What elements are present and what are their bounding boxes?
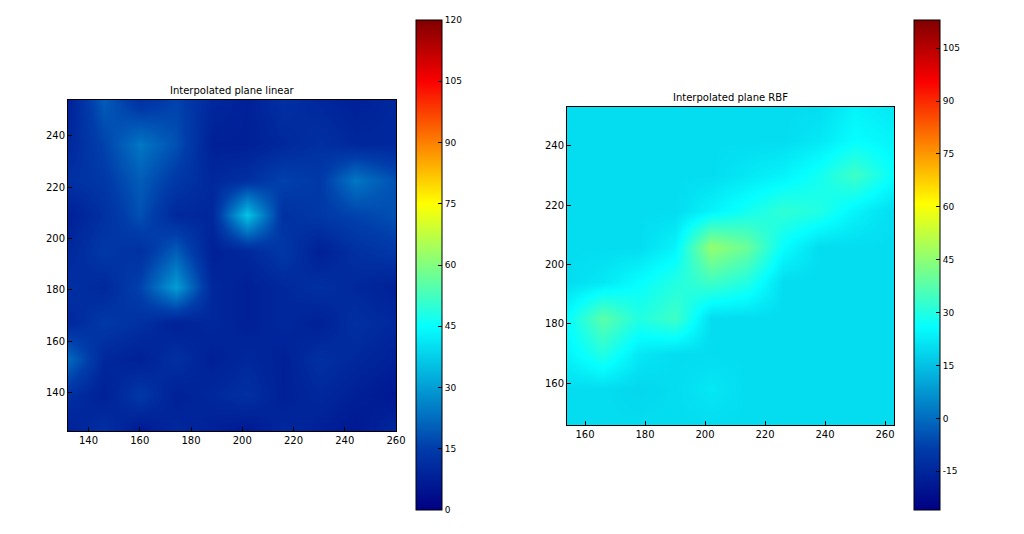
svg-text:180: 180	[545, 318, 564, 329]
svg-text:15: 15	[943, 361, 954, 371]
svg-text:200: 200	[695, 429, 714, 440]
svg-text:160: 160	[46, 336, 65, 347]
svg-text:260: 260	[875, 429, 894, 440]
svg-text:120: 120	[445, 15, 462, 25]
svg-text:200: 200	[545, 259, 564, 270]
svg-text:160: 160	[545, 378, 564, 389]
svg-text:75: 75	[943, 149, 954, 159]
svg-text:200: 200	[46, 233, 65, 244]
svg-text:45: 45	[445, 321, 456, 331]
svg-text:220: 220	[284, 435, 303, 446]
svg-text:0: 0	[445, 505, 451, 515]
svg-text:160: 160	[575, 429, 594, 440]
svg-text:105: 105	[943, 43, 960, 53]
svg-text:30: 30	[445, 383, 457, 393]
svg-text:240: 240	[815, 429, 834, 440]
svg-text:Interpolated plane linear: Interpolated plane linear	[170, 85, 295, 96]
svg-text:Interpolated plane RBF: Interpolated plane RBF	[673, 92, 788, 103]
svg-text:220: 220	[545, 200, 564, 211]
svg-text:45: 45	[943, 255, 954, 265]
svg-text:180: 180	[635, 429, 654, 440]
svg-text:140: 140	[79, 435, 98, 446]
svg-text:60: 60	[943, 202, 955, 212]
svg-text:240: 240	[46, 130, 65, 141]
svg-text:90: 90	[943, 96, 955, 106]
svg-text:180: 180	[46, 284, 65, 295]
svg-text:160: 160	[130, 435, 149, 446]
svg-text:0: 0	[943, 414, 949, 424]
svg-text:140: 140	[46, 387, 65, 398]
svg-text:105: 105	[445, 76, 462, 86]
svg-text:260: 260	[386, 435, 405, 446]
svg-text:-15: -15	[943, 466, 958, 476]
svg-text:30: 30	[943, 308, 955, 318]
svg-text:15: 15	[445, 444, 456, 454]
svg-text:220: 220	[755, 429, 774, 440]
svg-text:90: 90	[445, 138, 457, 148]
svg-text:240: 240	[545, 140, 564, 151]
svg-text:75: 75	[445, 199, 456, 209]
svg-text:180: 180	[181, 435, 200, 446]
svg-text:220: 220	[46, 182, 65, 193]
svg-text:200: 200	[233, 435, 252, 446]
svg-text:60: 60	[445, 260, 457, 270]
svg-text:240: 240	[335, 435, 354, 446]
